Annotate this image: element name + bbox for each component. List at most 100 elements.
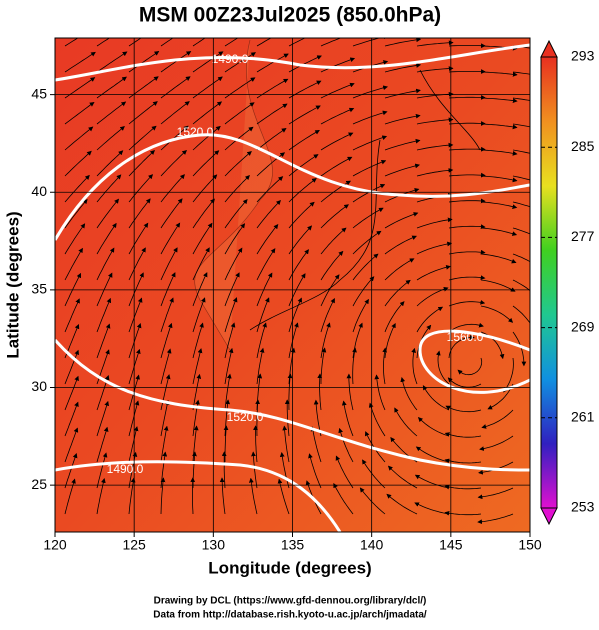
streamline	[128, 426, 139, 463]
streamline	[320, 204, 349, 229]
streamline	[192, 125, 221, 151]
streamline	[256, 223, 279, 255]
contour-line	[55, 133, 530, 241]
x-tick-label: 135	[281, 537, 305, 553]
streamline	[64, 427, 79, 463]
streamline	[416, 241, 453, 255]
streamline	[192, 150, 220, 177]
streamline	[374, 374, 386, 411]
streamline	[224, 223, 246, 255]
streamline	[256, 200, 281, 229]
streamline	[288, 154, 319, 177]
streamline	[512, 253, 530, 263]
streamline	[256, 176, 284, 203]
streamline	[64, 349, 79, 385]
x-tick-label: 150	[518, 537, 542, 553]
streamline	[512, 227, 530, 235]
y-axis-label: Latitude (degrees)	[3, 211, 22, 358]
streamline	[192, 51, 224, 73]
streamline	[479, 435, 514, 451]
streamline	[160, 198, 183, 229]
streamline	[128, 222, 149, 255]
streamline	[448, 224, 486, 229]
streamline	[192, 198, 215, 229]
streamline	[288, 249, 309, 281]
y-tick-label: 35	[31, 281, 47, 297]
streamline	[448, 121, 486, 126]
streamline	[394, 407, 418, 437]
streamline	[512, 175, 530, 181]
y-tick-label: 45	[31, 85, 47, 101]
streamline	[288, 130, 320, 151]
streamline	[384, 113, 421, 125]
streamline	[503, 357, 514, 393]
streamline	[224, 150, 252, 177]
footer-line: Drawing by DCL (https://www.gfd-dennou.o…	[154, 596, 427, 607]
contour-line	[55, 338, 530, 472]
streamline	[248, 477, 258, 515]
streamline	[96, 174, 122, 203]
streamline	[96, 198, 119, 229]
streamline	[224, 126, 254, 151]
streamline	[341, 400, 354, 437]
contour-line	[418, 329, 530, 394]
x-tick-label: 120	[43, 537, 67, 553]
streamline	[480, 175, 518, 183]
streamline	[128, 101, 158, 125]
streamline	[448, 43, 486, 49]
streamline	[224, 322, 236, 359]
x-tick-label: 145	[439, 537, 463, 553]
streamline	[192, 272, 208, 307]
streamline	[362, 459, 386, 489]
colorbar	[540, 56, 558, 509]
streamline	[448, 275, 486, 281]
streamline	[333, 482, 354, 515]
streamline	[128, 149, 155, 177]
streamline	[160, 348, 172, 385]
streamline	[64, 150, 92, 177]
coastline	[419, 69, 481, 151]
streamline	[224, 272, 240, 307]
y-tick-label: 30	[31, 378, 47, 394]
streamline	[288, 105, 321, 125]
streamline	[282, 425, 290, 463]
streamline	[160, 399, 170, 437]
streamline	[448, 322, 484, 333]
streamline	[192, 297, 206, 333]
streamline	[160, 149, 187, 177]
streamline	[308, 453, 322, 489]
streamline	[480, 97, 518, 103]
streamline	[352, 207, 384, 229]
streamline	[256, 128, 287, 151]
streamline	[481, 409, 514, 429]
streamline	[288, 297, 303, 333]
x-tick-label: 125	[122, 537, 146, 553]
streamline	[288, 178, 317, 203]
streamline	[64, 298, 80, 333]
streamline	[96, 125, 125, 151]
streamline	[224, 297, 238, 333]
streamline	[224, 247, 243, 281]
streamline	[448, 299, 486, 307]
streamline	[128, 400, 140, 437]
colorbar-tick-label: 253	[571, 499, 595, 515]
streamline	[352, 159, 387, 177]
streamline	[128, 174, 154, 203]
streamline	[352, 85, 388, 99]
streamline	[128, 198, 151, 229]
streamline	[448, 95, 486, 100]
streamline	[512, 97, 530, 101]
streamline	[384, 88, 421, 99]
streamline	[128, 297, 143, 333]
streamline	[346, 373, 354, 411]
streamline	[416, 117, 454, 125]
y-tick-label: 40	[31, 183, 47, 199]
streamline	[477, 513, 514, 525]
streamline	[224, 347, 234, 385]
x-tick-label: 140	[360, 537, 384, 553]
streamline	[447, 377, 482, 388]
streamline	[512, 279, 530, 292]
streamline	[444, 432, 482, 438]
streamline	[160, 51, 192, 73]
streamline	[128, 323, 142, 359]
